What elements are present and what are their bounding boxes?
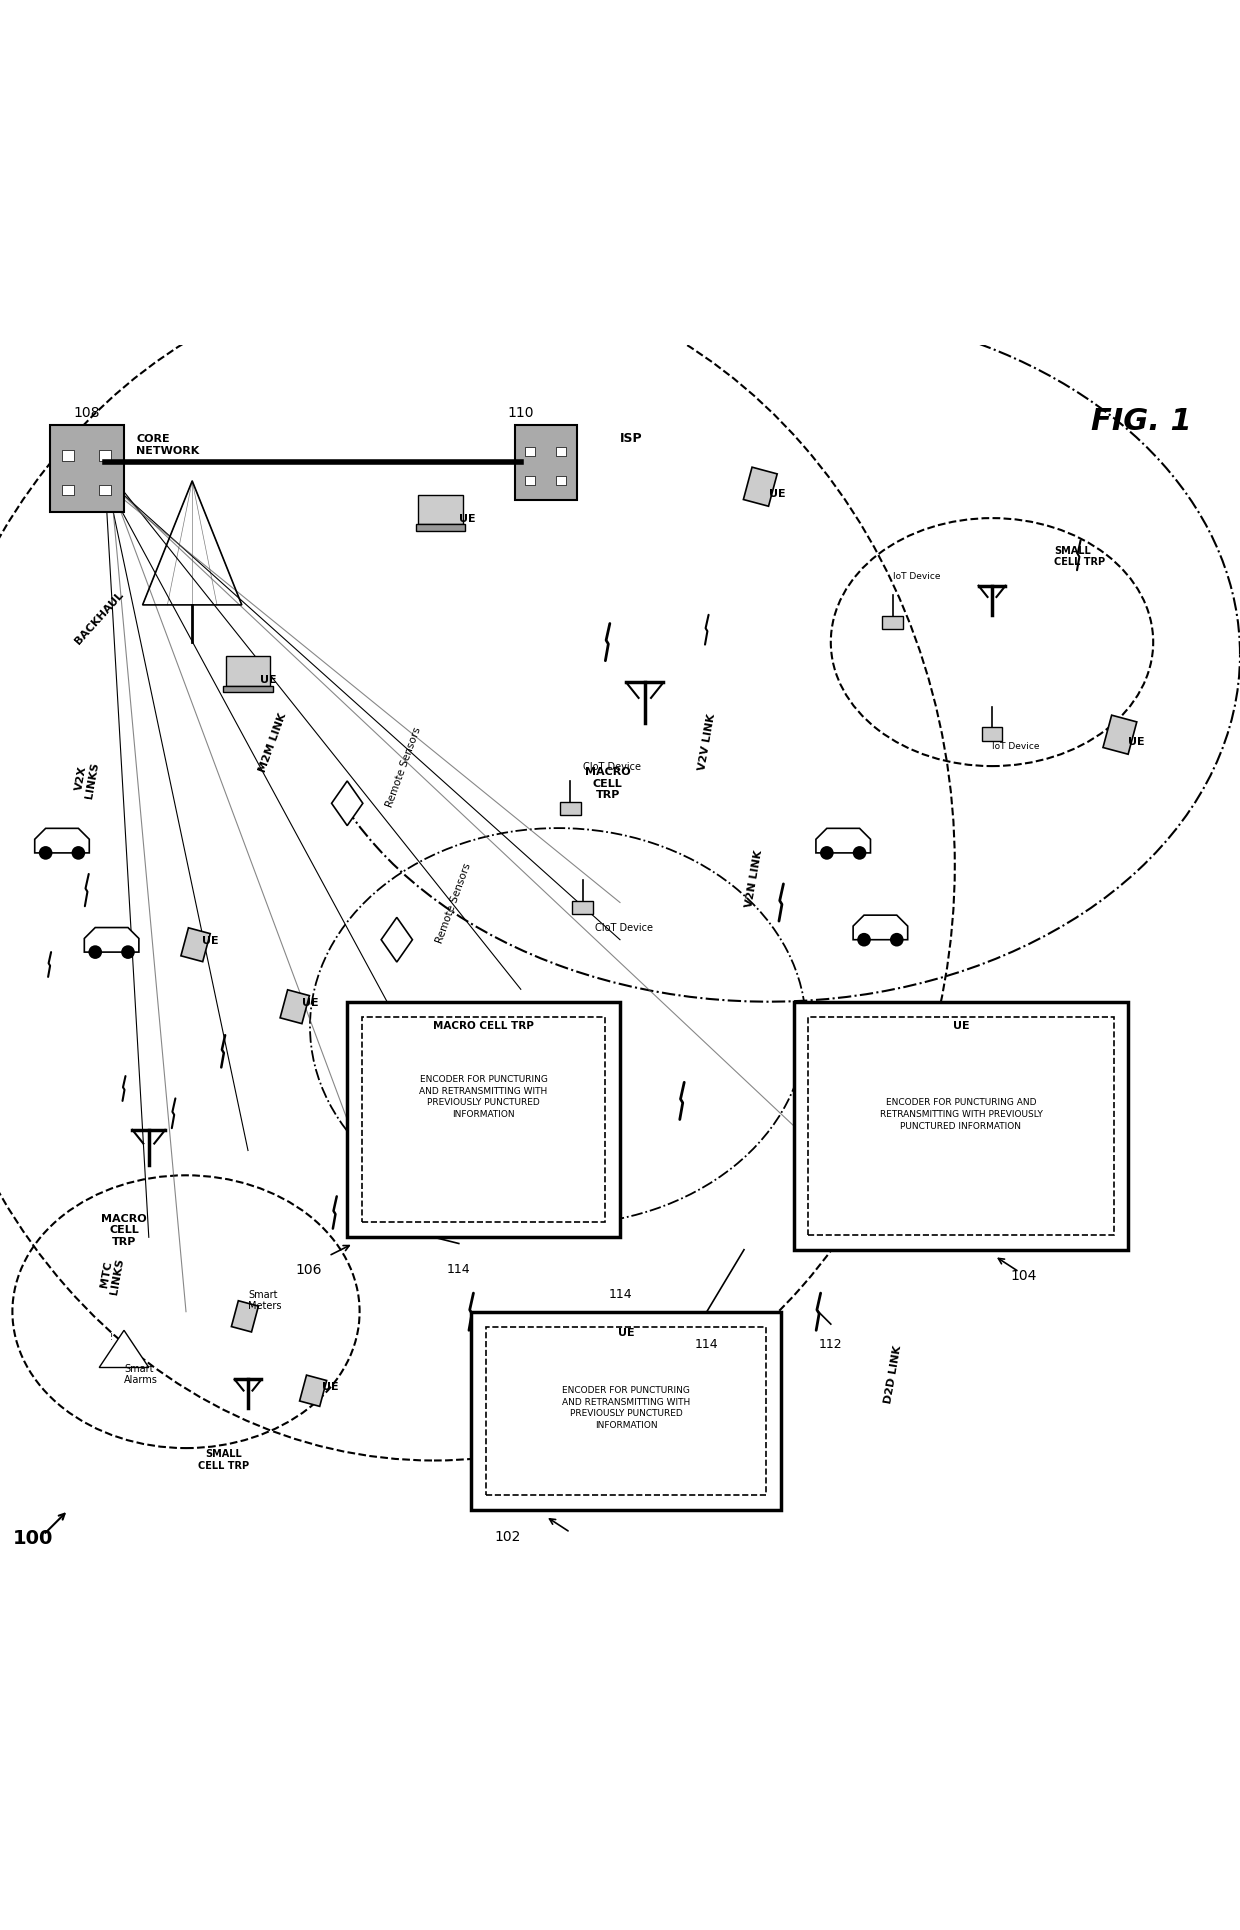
Polygon shape [35,828,89,853]
Text: UE: UE [1128,737,1145,747]
Text: M2M LINK: M2M LINK [258,710,288,772]
Bar [526,448,534,455]
Text: BACKHAUL: BACKHAUL [73,591,125,647]
Bar [300,1376,326,1407]
Polygon shape [84,928,139,953]
Text: 114: 114 [694,1337,719,1349]
Bar [573,901,593,915]
Bar [794,1002,1128,1251]
Text: CIoT Device: CIoT Device [595,923,653,932]
Bar [982,728,1002,741]
Text: 114: 114 [446,1262,471,1276]
Text: SMALL
CELL TRP: SMALL CELL TRP [197,1448,249,1471]
Text: MTC
LINKS: MTC LINKS [98,1254,125,1295]
Text: 104: 104 [1011,1268,1037,1283]
Bar [347,1002,620,1237]
Text: D2D LINK: D2D LINK [883,1343,903,1403]
Text: MACRO CELL TRP: MACRO CELL TRP [433,1021,534,1031]
Circle shape [88,946,102,959]
Text: 108: 108 [73,405,100,419]
Circle shape [853,847,867,861]
Polygon shape [381,919,413,963]
Text: ENCODER FOR PUNCTURING
AND RETRANSMITTING WITH
PREVIOUSLY PUNCTURED
INFORMATION: ENCODER FOR PUNCTURING AND RETRANSMITTIN… [562,1386,691,1430]
Polygon shape [99,1330,149,1368]
Bar [883,616,903,629]
Circle shape [857,934,870,948]
Text: 100: 100 [12,1529,53,1548]
Text: CIoT Device: CIoT Device [583,762,641,772]
Circle shape [122,946,135,959]
Bar [418,496,463,525]
Text: 106: 106 [296,1262,322,1276]
Text: CORE
NETWORK: CORE NETWORK [136,434,200,455]
Circle shape [38,847,52,861]
Text: UE: UE [459,513,475,523]
Text: 114: 114 [608,1287,632,1301]
Bar [232,1301,258,1332]
Polygon shape [853,915,908,940]
Text: UE: UE [618,1328,635,1337]
Bar [226,656,270,687]
Text: UE: UE [301,998,319,1007]
Bar [808,1017,1114,1235]
Text: V2X
LINKS: V2X LINKS [73,758,100,799]
Bar [362,1017,605,1224]
Circle shape [72,847,86,861]
Text: SMALL
CELL TRP: SMALL CELL TRP [1054,544,1105,567]
Bar [181,928,211,963]
Text: FIG. 1: FIG. 1 [1091,407,1192,436]
Circle shape [890,934,904,948]
Text: UE: UE [952,1021,970,1031]
Text: V2N LINK: V2N LINK [744,849,764,907]
Text: ENCODER FOR PUNCTURING
AND RETRANSMITTING WITH
PREVIOUSLY PUNCTURED
INFORMATION: ENCODER FOR PUNCTURING AND RETRANSMITTIN… [419,1075,548,1119]
Text: 102: 102 [495,1529,521,1542]
Bar [280,990,310,1025]
Bar [556,477,565,486]
Bar [50,427,124,513]
Bar [560,803,580,816]
Text: V2V LINK: V2V LINK [697,712,717,772]
Text: IoT Device: IoT Device [992,741,1039,751]
Text: UE: UE [769,488,785,500]
Bar [556,448,565,455]
Text: UE: UE [260,676,277,685]
Text: MACRO
CELL
TRP: MACRO CELL TRP [585,766,630,799]
Text: UE: UE [202,936,219,946]
Text: ENCODER FOR PUNCTURING AND
RETRANSMITTING WITH PREVIOUSLY
PUNCTURED INFORMATION: ENCODER FOR PUNCTURING AND RETRANSMITTIN… [879,1098,1043,1129]
Polygon shape [331,782,363,826]
Bar [62,486,74,496]
Bar [471,1312,781,1511]
Bar [744,467,777,508]
Bar [223,687,273,693]
Bar [99,452,112,461]
Bar [62,452,74,461]
Circle shape [820,847,833,861]
Text: Remote Sensors: Remote Sensors [434,861,472,944]
Text: UE: UE [322,1382,339,1392]
Text: Remote Sensors: Remote Sensors [384,726,423,809]
Text: IoT Device: IoT Device [893,571,940,581]
Text: !: ! [110,1332,113,1341]
Bar [515,427,577,500]
Text: 110: 110 [507,405,534,419]
Text: Smart
Alarms: Smart Alarms [124,1363,157,1386]
Polygon shape [816,828,870,853]
Bar [415,525,465,533]
Text: Smart
Meters: Smart Meters [248,1289,281,1310]
Text: MACRO
CELL
TRP: MACRO CELL TRP [102,1212,146,1247]
Bar [1104,716,1137,755]
Bar [486,1328,766,1496]
Bar [99,486,112,496]
Bar [526,477,534,486]
Text: 112: 112 [818,1337,843,1349]
Text: ISP: ISP [620,432,642,444]
